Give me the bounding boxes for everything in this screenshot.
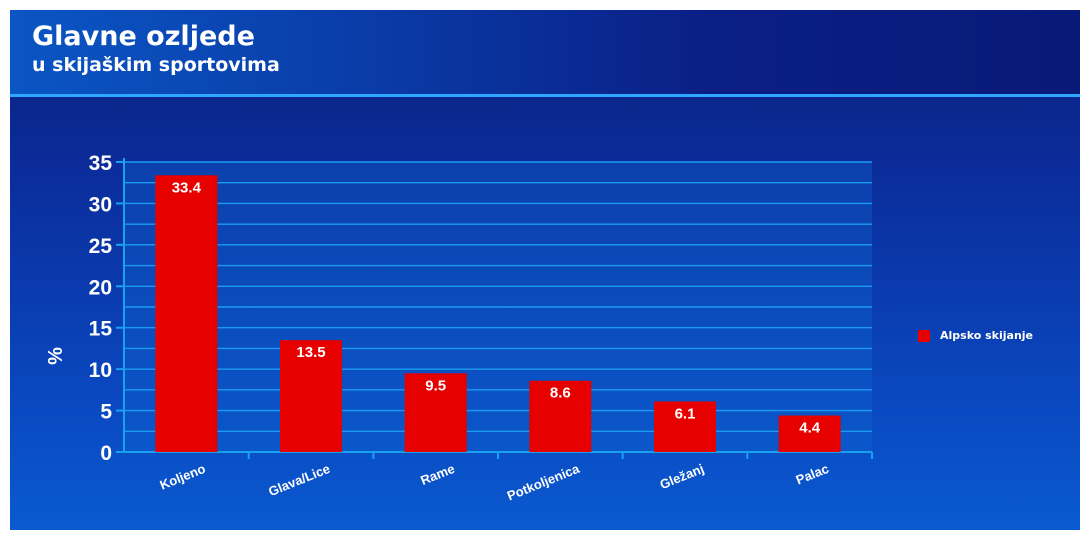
title-banner: Glavne ozljede u skijaškim sportovima [10,10,1080,94]
data-label: 4.4 [799,420,821,437]
x-tick-label: Potkoljenica [505,461,582,504]
y-tick-label: 20 [89,276,112,299]
x-tick-label: Glava/Lice [266,461,332,499]
bar [280,340,342,452]
x-tick-label: Koljeno [158,461,208,493]
data-label: 6.1 [675,405,696,422]
y-tick-label: 0 [100,442,112,465]
y-tick-label: 5 [100,401,112,424]
y-tick-label: 35 [89,152,113,175]
y-tick-label: 30 [89,193,112,216]
chart-slide: Glavne ozljede u skijaškim sportovima 0 5… [10,10,1080,530]
x-tick-label: Palac [794,461,831,488]
y-tick-label: 10 [89,359,112,382]
data-label: 33.4 [172,179,202,196]
bar-chart: 0 5 10 15 20 25 30 35% 33.4 Koljeno 13.5 Glava/Lice… [45,152,873,504]
y-tick-label: 25 [89,235,113,258]
data-label: 8.6 [550,385,571,402]
legend-label: Alpsko skijanje [940,329,1034,342]
bar [529,380,592,452]
chart-title: Glavne ozljede [32,21,255,52]
x-tick-label: Gležanj [658,461,707,492]
bar [778,415,841,452]
data-label: 9.5 [425,377,446,394]
legend-swatch [918,330,930,342]
bar [404,373,467,452]
y-tick-label: 15 [89,318,113,341]
chart-subtitle: u skijaškim sportovima [32,54,280,76]
data-label: 13.5 [296,344,325,361]
header-divider [10,94,1080,97]
x-tick-label: Rame [418,461,456,488]
y-axis-title: % [45,347,67,365]
bar [654,401,716,452]
bar [155,175,218,452]
